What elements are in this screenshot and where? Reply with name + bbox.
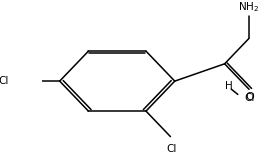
Text: H: H bbox=[225, 81, 233, 91]
Text: O: O bbox=[245, 92, 254, 102]
Text: Cl: Cl bbox=[166, 144, 177, 154]
Text: NH$_2$: NH$_2$ bbox=[238, 1, 260, 14]
Text: Cl: Cl bbox=[244, 93, 255, 103]
Text: Cl: Cl bbox=[0, 76, 8, 86]
